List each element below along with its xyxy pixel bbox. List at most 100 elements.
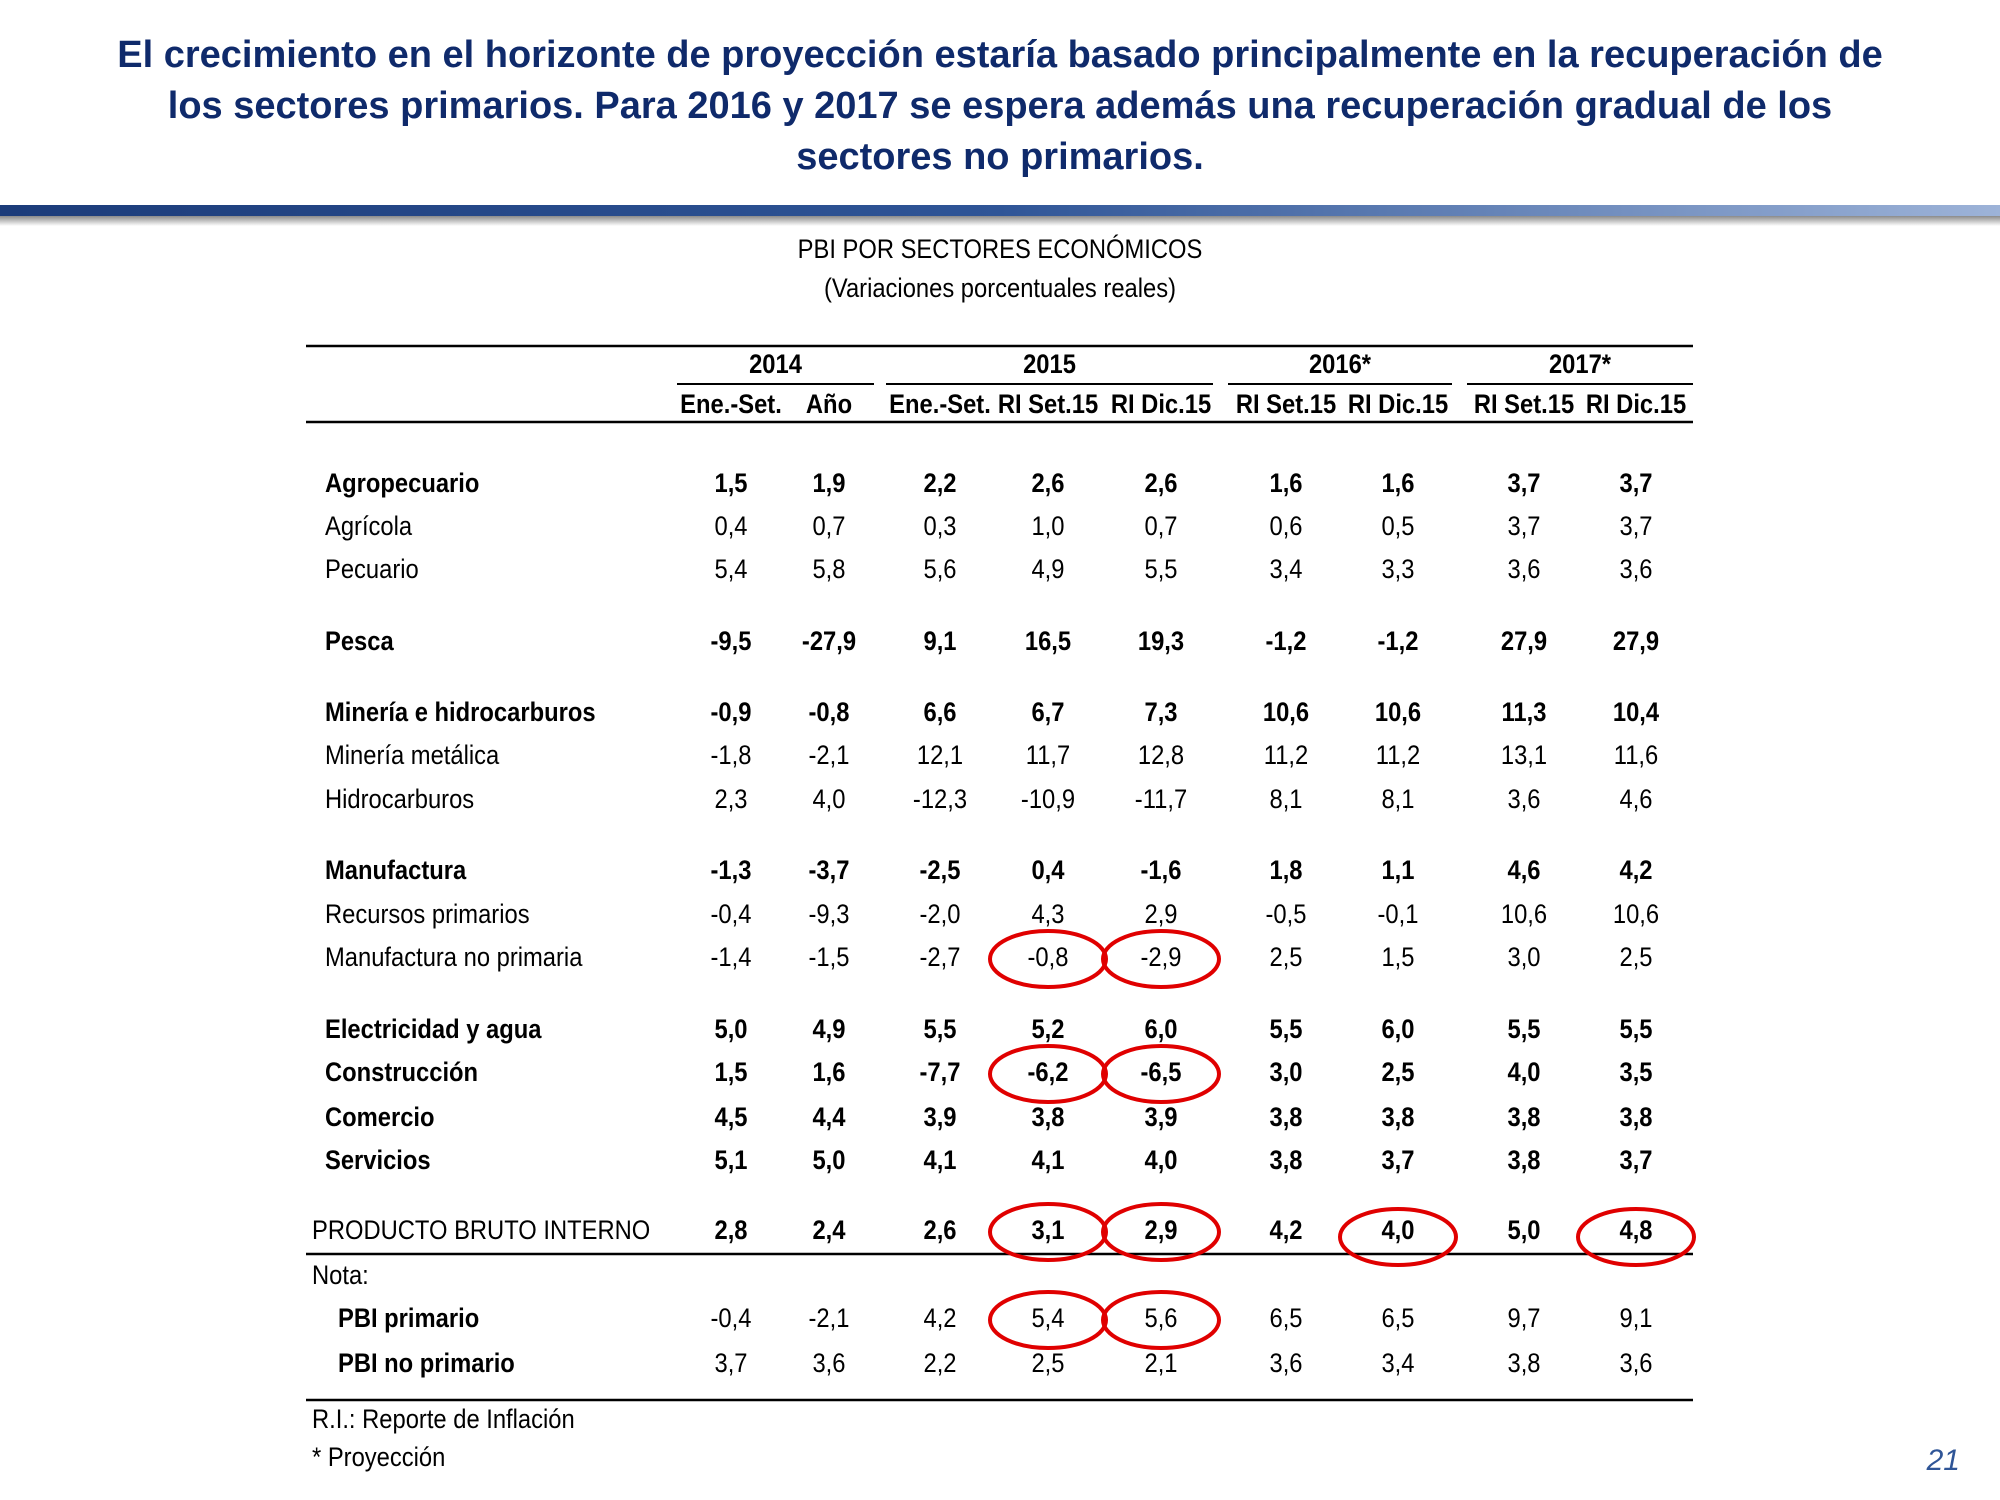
cell: 4,6 xyxy=(1619,785,1652,815)
cell: 4,2 xyxy=(1619,856,1652,886)
cell: 0,7 xyxy=(812,512,845,542)
cell: 4,5 xyxy=(714,1103,747,1133)
cell: 3,7 xyxy=(1619,1146,1652,1176)
cell: 19,3 xyxy=(1138,627,1184,657)
highlight-circle xyxy=(1101,1044,1221,1104)
cell: 2,1 xyxy=(1144,1349,1177,1379)
table: PBI POR SECTORES ECONÓMICOS (Variaciones … xyxy=(312,234,1686,1473)
row-label: Recursos primarios xyxy=(325,900,530,930)
cell: -1,3 xyxy=(711,856,752,886)
highlight-circle xyxy=(1576,1207,1696,1267)
cell: 8,1 xyxy=(1269,785,1302,815)
cell: 1,5 xyxy=(1381,943,1414,973)
cell: 3,8 xyxy=(1269,1103,1302,1133)
cell: 4,0 xyxy=(1381,1216,1414,1246)
cell: -11,7 xyxy=(1135,785,1187,815)
cell: -10,9 xyxy=(1021,785,1075,815)
cell: -0,9 xyxy=(711,698,752,728)
highlight-circle xyxy=(1101,1290,1221,1350)
column-header: RI Set.15 xyxy=(1474,390,1574,420)
cell: -2,1 xyxy=(809,741,850,771)
cell: 3,4 xyxy=(1269,555,1302,585)
year-header: 2017* xyxy=(1549,350,1611,380)
highlight-circle xyxy=(988,1202,1108,1262)
cell: 1,0 xyxy=(1031,512,1064,542)
cell: 3,6 xyxy=(1507,555,1540,585)
row-label: Pesca xyxy=(325,627,394,657)
cell: -9,3 xyxy=(809,900,850,930)
cell: 3,6 xyxy=(1619,1349,1652,1379)
cell: 3,6 xyxy=(1619,555,1652,585)
cell: -3,7 xyxy=(809,856,850,886)
cell: 5,4 xyxy=(714,555,747,585)
cell: -2,1 xyxy=(809,1304,850,1334)
cell: 6,0 xyxy=(1381,1015,1414,1045)
cell: 6,7 xyxy=(1031,698,1064,728)
cell: 0,7 xyxy=(1144,512,1177,542)
cell: 5,6 xyxy=(923,555,956,585)
cell: -27,9 xyxy=(802,627,856,657)
cell: 1,6 xyxy=(1269,469,1302,499)
cell: 10,6 xyxy=(1613,900,1659,930)
year-header: 2016* xyxy=(1309,350,1371,380)
cell: 11,2 xyxy=(1264,741,1308,771)
row-label: Construcción xyxy=(325,1058,478,1088)
cell: 0,4 xyxy=(714,512,747,542)
cell: 3,1 xyxy=(1031,1216,1064,1246)
cell: 4,2 xyxy=(923,1304,956,1334)
title-line: sectores no primarios. xyxy=(796,136,1204,178)
cell: -1,8 xyxy=(711,741,752,771)
column-header: Ene.-Set. xyxy=(680,390,782,420)
cell: 12,1 xyxy=(917,741,963,771)
row-label: PBI primario xyxy=(338,1304,479,1334)
cell: 4,2 xyxy=(1269,1216,1302,1246)
cell: -0,8 xyxy=(1028,943,1069,973)
cell: -2,9 xyxy=(1141,943,1182,973)
cell: 2,6 xyxy=(1144,469,1177,499)
cell: 4,8 xyxy=(1619,1216,1652,1246)
cell: 4,1 xyxy=(1031,1146,1064,1176)
highlight-circle xyxy=(988,929,1108,989)
cell: 4,6 xyxy=(1507,856,1540,886)
cell: -1,2 xyxy=(1378,627,1419,657)
cell: 4,9 xyxy=(812,1015,845,1045)
cell: 3,7 xyxy=(1619,469,1652,499)
cell: 1,6 xyxy=(812,1058,845,1088)
cell: 3,3 xyxy=(1381,555,1414,585)
cell: 5,0 xyxy=(812,1146,845,1176)
cell: -0,8 xyxy=(809,698,850,728)
cell: 10,6 xyxy=(1501,900,1547,930)
cell: 3,6 xyxy=(1507,785,1540,815)
cell: -2,5 xyxy=(920,856,961,886)
cell: 1,1 xyxy=(1381,856,1414,886)
highlight-circle xyxy=(988,1290,1108,1350)
cell: 5,0 xyxy=(1507,1216,1540,1246)
cell: 3,0 xyxy=(1507,943,1540,973)
cell: 3,6 xyxy=(1269,1349,1302,1379)
cell: 5,5 xyxy=(1144,555,1177,585)
table-subtitle: (Variaciones porcentuales reales) xyxy=(824,274,1176,304)
cell: 3,6 xyxy=(812,1349,845,1379)
cell: 5,2 xyxy=(1031,1015,1064,1045)
cell: 10,6 xyxy=(1375,698,1421,728)
cell: 1,5 xyxy=(714,1058,747,1088)
cell: -2,0 xyxy=(920,900,961,930)
cell: 4,1 xyxy=(923,1146,956,1176)
cell: 3,8 xyxy=(1507,1146,1540,1176)
cell: 5,1 xyxy=(714,1146,747,1176)
row-label: Minería e hidrocarburos xyxy=(325,698,596,728)
cell: 3,0 xyxy=(1269,1058,1302,1088)
cell: 3,8 xyxy=(1031,1103,1064,1133)
cell: 16,5 xyxy=(1025,627,1071,657)
cell: -1,4 xyxy=(711,943,752,973)
cell: 5,6 xyxy=(1144,1304,1177,1334)
cell: 3,8 xyxy=(1507,1349,1540,1379)
cell: 10,4 xyxy=(1613,698,1659,728)
column-header: RI Dic.15 xyxy=(1586,390,1686,420)
row-label: Pecuario xyxy=(325,555,419,585)
title-rule-shadow xyxy=(0,216,2000,226)
cell: 5,5 xyxy=(1269,1015,1302,1045)
cell: 5,0 xyxy=(714,1015,747,1045)
cell: -7,7 xyxy=(920,1058,961,1088)
year-header: 2014 xyxy=(749,350,802,380)
